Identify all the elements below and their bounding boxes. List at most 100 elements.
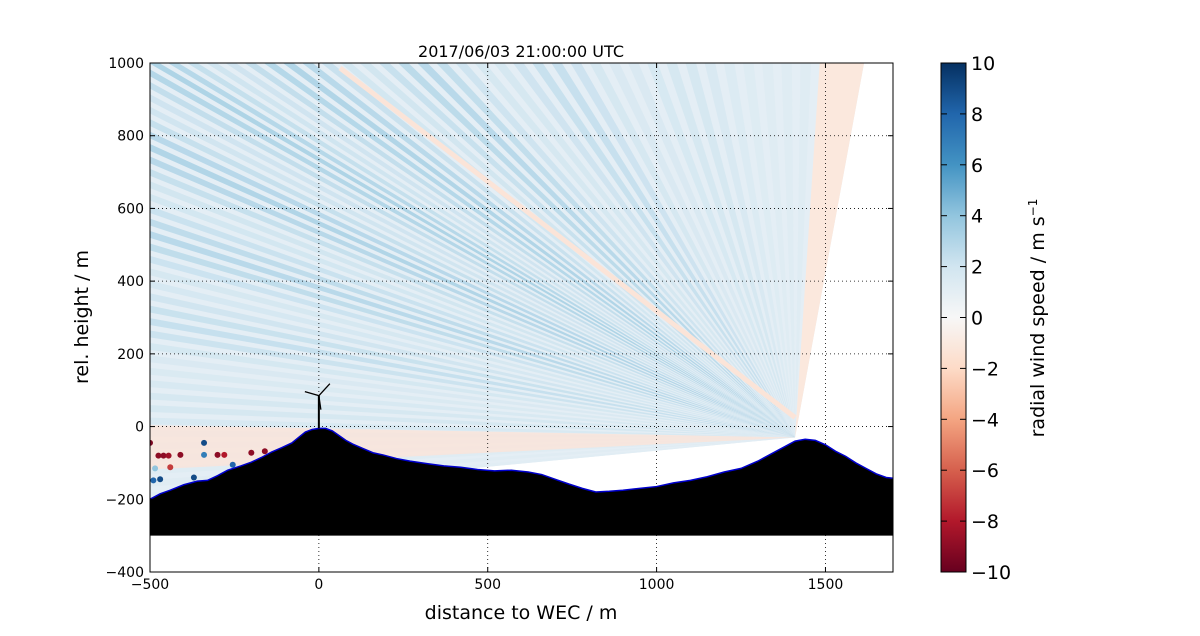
y-tick-label: 800 xyxy=(117,129,144,145)
scan-beam xyxy=(150,231,796,438)
colorbar-tick-label: 0 xyxy=(971,308,983,330)
scan-beam xyxy=(167,63,796,438)
scan-beam xyxy=(150,293,796,438)
scan-beam xyxy=(150,131,796,438)
scan-beam xyxy=(723,63,796,438)
scan-beam xyxy=(282,63,796,438)
scan-beam xyxy=(150,168,796,438)
y-tick-label: −200 xyxy=(106,492,144,508)
x-tick-label: −500 xyxy=(131,577,169,593)
scan-beam xyxy=(206,63,796,438)
scan-beam xyxy=(493,63,796,438)
colorbar-tick-label: 10 xyxy=(971,53,995,75)
scan-beam xyxy=(150,63,796,438)
y-axis-ticks: −400 −200 0 200 400 600 800 1000 xyxy=(106,56,893,581)
scan-beam xyxy=(302,63,796,438)
x-tick-label: 1500 xyxy=(808,577,844,593)
wind-turbine-icon xyxy=(304,383,331,429)
scan-beam xyxy=(150,181,796,438)
scan-beam xyxy=(150,342,796,438)
y-axis-label: rel. height / m xyxy=(71,250,93,384)
scan-beam xyxy=(150,367,796,438)
colorbar-tick-label: −8 xyxy=(971,511,999,533)
y-tick-label: 600 xyxy=(117,201,144,217)
colorbar-tick-label: 2 xyxy=(971,257,983,279)
colorbar-ticks: −10 −8 −6 −4 −2 0 2 4 6 8 10 xyxy=(941,53,1011,584)
scan-streak xyxy=(338,66,797,420)
scan-beam xyxy=(244,63,796,438)
scan-beam xyxy=(417,63,796,438)
scan-beam xyxy=(150,305,796,438)
scan-beam xyxy=(263,63,796,438)
scan-beam xyxy=(397,63,796,438)
x-axis-ticks: −500 0 500 1000 1500 xyxy=(131,63,844,593)
scatter-point xyxy=(214,451,221,458)
plot-area xyxy=(150,63,893,572)
scan-beam xyxy=(150,144,796,438)
scan-beam xyxy=(150,119,796,438)
turbine-blade xyxy=(318,383,331,397)
scan-beam xyxy=(795,63,812,438)
scan-beam xyxy=(186,63,796,438)
turbine-blade xyxy=(318,395,322,410)
turbine-blade xyxy=(304,391,320,397)
scan-beam xyxy=(150,330,796,438)
scan-beam xyxy=(532,63,796,438)
scan-beam xyxy=(150,280,796,438)
lidar-scan-beams xyxy=(150,63,865,500)
colorbar: −10 −8 −6 −4 −2 0 2 4 6 8 10 radial wind speed / m… xyxy=(940,53,1049,584)
scan-beam xyxy=(225,63,796,438)
scatter-point xyxy=(221,451,228,458)
scan-beam xyxy=(150,392,796,438)
scan-beam xyxy=(150,243,796,438)
scatter-point xyxy=(248,449,255,456)
scatter-point xyxy=(201,451,208,458)
y-tick-label: 400 xyxy=(117,274,144,290)
scan-beam xyxy=(570,63,796,438)
scatter-point xyxy=(165,452,172,459)
y-tick-label: 200 xyxy=(117,347,144,363)
scan-beam xyxy=(436,63,796,438)
scan-beam xyxy=(150,156,796,438)
colorbar-tick-label: 6 xyxy=(971,155,983,177)
scan-beam xyxy=(474,63,796,438)
scan-beam xyxy=(150,94,796,438)
scan-beam xyxy=(150,193,796,438)
y-tick-label: 0 xyxy=(135,420,144,436)
scatter-point xyxy=(160,452,167,459)
scan-beam xyxy=(512,63,796,438)
scan-beam xyxy=(150,318,796,438)
scatter-point xyxy=(190,474,197,481)
scan-beam xyxy=(455,63,796,438)
scatter-point xyxy=(152,465,159,472)
colorbar-tick-label: 8 xyxy=(971,104,983,126)
scatter-point xyxy=(229,461,236,468)
x-tick-label: 1000 xyxy=(639,577,675,593)
scan-beam xyxy=(321,63,796,438)
scan-beam xyxy=(150,206,796,438)
y-tick-label: −400 xyxy=(106,565,144,581)
scan-beam xyxy=(150,355,796,438)
scan-beam xyxy=(150,218,796,438)
scan-beam xyxy=(762,63,796,438)
scan-beam xyxy=(150,405,796,438)
scatter-point xyxy=(261,448,268,455)
scatter-point xyxy=(150,477,157,484)
terrain-outline xyxy=(150,427,893,500)
scan-beam xyxy=(742,63,796,438)
x-axis-label: distance to WEC / m xyxy=(425,602,618,624)
scatter-point xyxy=(201,439,208,446)
scan-beam xyxy=(150,106,796,438)
scan-beam xyxy=(704,63,796,438)
scan-beam xyxy=(150,81,796,438)
scan-right-sector xyxy=(795,63,865,438)
scatter-point xyxy=(150,439,153,446)
scan-beam xyxy=(666,63,796,438)
chart-title: 2017/06/03 21:00:00 UTC xyxy=(418,42,624,61)
colorbar-tick-label: −4 xyxy=(971,409,999,431)
colorbar-tick-label: −6 xyxy=(971,460,999,482)
scan-beam xyxy=(781,63,796,438)
y-tick-label: 1000 xyxy=(108,56,144,72)
scan-beam xyxy=(150,268,796,438)
